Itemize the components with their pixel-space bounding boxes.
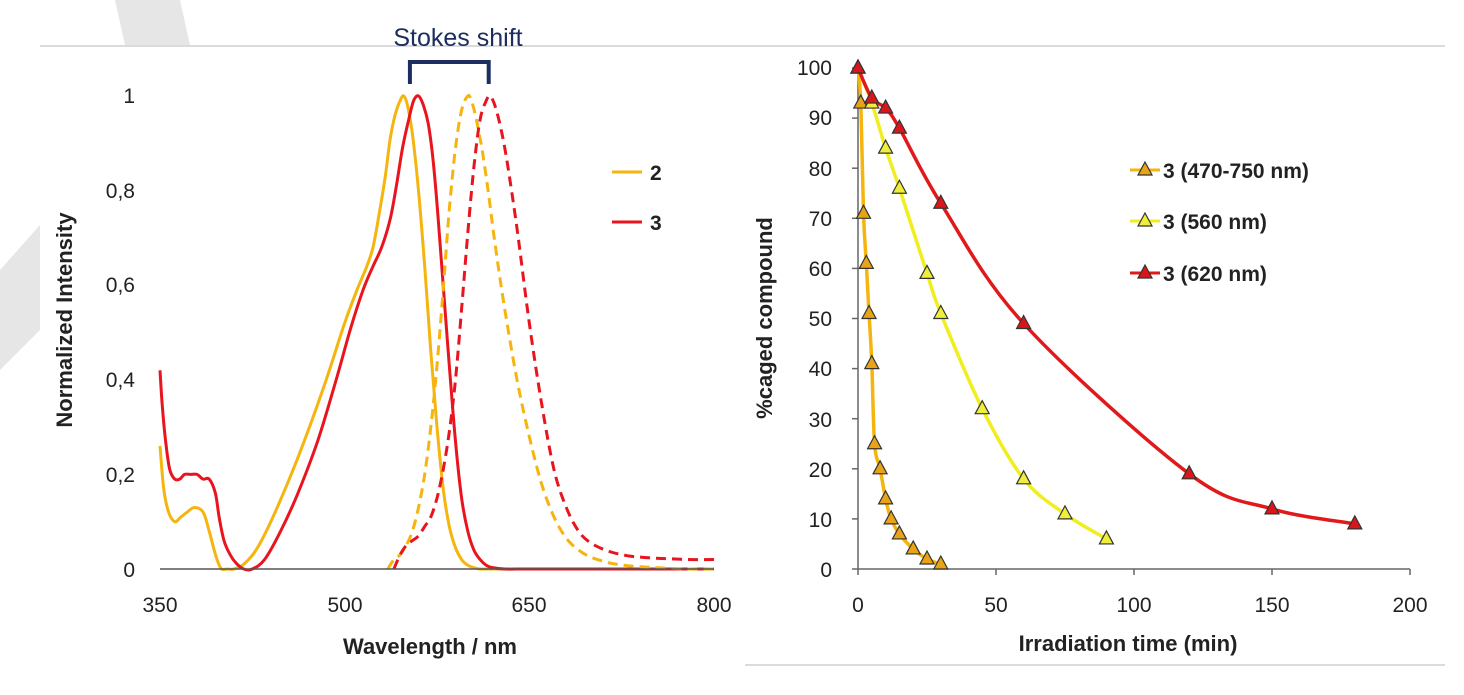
spectra-y-ticklabels: 0 0,2 0,4 0,6 0,8 1: [106, 85, 136, 582]
spectra-xlabel: Wavelength / nm: [343, 634, 517, 659]
legend-label-470-750: 3 (470-750 nm): [1163, 160, 1309, 183]
kinetics-point-1: [1056, 504, 1074, 520]
spectrum-line-2: [386, 94, 715, 571]
kinetics-ytick: 40: [809, 358, 832, 381]
kinetics-point-1: [932, 304, 949, 320]
kinetics-xtick: 0: [852, 594, 864, 617]
legend-label-620: 3 (620 nm): [1163, 263, 1267, 286]
stokes-shift-label: Stokes shift: [393, 24, 522, 52]
kinetics-ylabel: %caged compound: [752, 217, 777, 419]
spectra-xtick: 500: [327, 594, 362, 617]
kinetics-point-0: [891, 524, 908, 540]
kinetics-point-2: [932, 194, 949, 209]
kinetics-ytick: 0: [820, 559, 832, 582]
spectra-ytick: 0: [123, 559, 135, 582]
spectra-xtick: 350: [142, 594, 177, 617]
kinetics-ytick: 80: [809, 158, 832, 181]
kinetics-x-tickmarks: [857, 569, 1411, 575]
legend-label-3: 3: [650, 212, 662, 235]
kinetics-point-0: [852, 93, 869, 109]
legend-label-560: 3 (560 nm): [1163, 211, 1267, 234]
kinetics-point-0: [932, 554, 949, 570]
spectrum-line-3: [392, 94, 715, 570]
kinetics-point-2: [1263, 499, 1281, 515]
kinetics-point-0: [866, 434, 883, 450]
kinetics-point-0: [861, 304, 878, 320]
spectrum-line-0: [158, 94, 714, 572]
kinetics-x-ticklabels: 0 50 100 150 200: [852, 594, 1427, 617]
spectra-curves: [158, 94, 715, 572]
kinetics-xlabel: Irradiation time (min): [1019, 631, 1238, 656]
kinetics-point-2: [891, 118, 908, 134]
spectra-ytick: 1: [123, 85, 135, 108]
spectra-ytick: 0,6: [106, 274, 135, 297]
kinetics-point-1: [1098, 529, 1115, 545]
kinetics-point-0: [883, 509, 900, 525]
kinetics-ytick: 70: [809, 208, 832, 231]
kinetics-ytick: 10: [809, 509, 832, 532]
kinetics-xtick: 200: [1392, 594, 1427, 617]
kinetics-point-1: [877, 138, 894, 154]
kinetics-axes: [852, 67, 1411, 575]
spectra-ylabel: Normalized Intensity: [52, 212, 77, 428]
legend-label-2: 2: [650, 162, 662, 185]
background-gray-wedge: [0, 225, 40, 370]
kinetics-point-2: [863, 88, 880, 104]
spectra-legend: 2 3: [612, 162, 662, 235]
kinetics-y-ticklabels: 0 10 20 30 40 50 60 70 80 90 100: [797, 57, 832, 582]
spectra-ytick: 0,4: [106, 369, 136, 392]
kinetics-ytick: 100: [797, 57, 832, 80]
kinetics-point-0: [872, 459, 889, 475]
kinetics-chart: 0 10 20 30 40 50 60 70 80 90 100 0 50 10…: [752, 57, 1428, 656]
kinetics-point-1: [1015, 469, 1032, 485]
kinetics-line-1: [856, 67, 1108, 541]
kinetics-point-0: [905, 539, 922, 555]
kinetics-point-2: [1181, 464, 1198, 480]
spectra-ytick: 0,2: [106, 464, 135, 487]
stokes-shift-bracket: [407, 60, 491, 84]
kinetics-line-2: [856, 67, 1356, 526]
kinetics-point-0: [877, 489, 894, 505]
kinetics-curves: [856, 67, 1356, 566]
spectra-chart: 0 0,2 0,4 0,6 0,8 1 350 500 650 800 Wave…: [52, 24, 732, 659]
kinetics-ytick: 50: [809, 308, 832, 331]
kinetics-y-tickmarks: [852, 67, 858, 570]
kinetics-point-2: [877, 98, 894, 114]
kinetics-point-0: [863, 354, 880, 370]
legend-marker-470-750: [1136, 160, 1154, 176]
legend-marker-620: [1136, 263, 1154, 279]
kinetics-xtick: 150: [1254, 594, 1289, 617]
kinetics-point-1: [891, 178, 908, 194]
kinetics-xtick: 100: [1116, 594, 1151, 617]
spectra-ytick: 0,8: [106, 180, 135, 203]
kinetics-point-2: [1015, 314, 1032, 330]
kinetics-point-2: [1346, 514, 1363, 530]
kinetics-legend: 3 (470-750 nm) 3 (560 nm) 3 (620 nm): [1130, 160, 1309, 286]
kinetics-markers: [849, 58, 1363, 570]
kinetics-ytick: 60: [809, 258, 832, 281]
spectrum-line-1: [158, 94, 714, 572]
spectra-xtick: 650: [511, 594, 546, 617]
spectra-x-ticklabels: 350 500 650 800: [142, 594, 731, 617]
kinetics-point-0: [855, 204, 872, 219]
spectra-xtick: 800: [696, 594, 731, 617]
kinetics-point-2: [849, 58, 867, 74]
legend-marker-560: [1136, 211, 1154, 227]
kinetics-point-0: [858, 254, 875, 269]
kinetics-xtick: 50: [984, 594, 1007, 617]
background-gray-shape: [115, 0, 190, 45]
kinetics-ytick: 30: [809, 409, 832, 432]
kinetics-ytick: 20: [809, 459, 832, 482]
kinetics-ytick: 90: [809, 107, 832, 130]
kinetics-point-1: [918, 264, 936, 280]
kinetics-point-0: [918, 549, 936, 565]
kinetics-point-1: [974, 399, 991, 415]
